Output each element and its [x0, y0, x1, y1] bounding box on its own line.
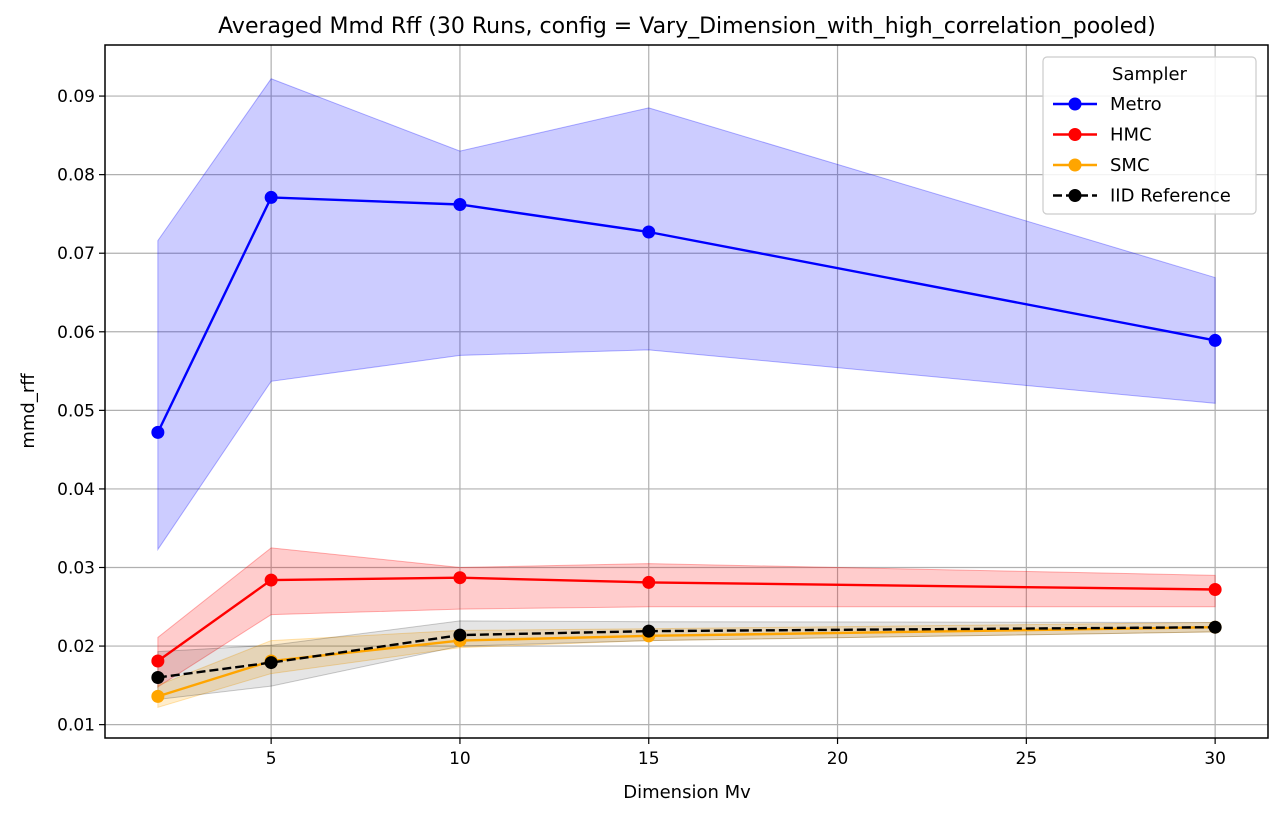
legend-marker-hmc	[1068, 128, 1082, 141]
y-axis-label: mmd_rff	[18, 373, 39, 449]
data-point-iid-reference	[1208, 620, 1222, 634]
legend-label-metro: Metro	[1110, 94, 1162, 115]
data-point-metro	[264, 190, 278, 204]
band-hmc	[157, 547, 1216, 688]
legend-title: Sampler	[1112, 64, 1187, 85]
y-tick-label: 0.06	[57, 323, 95, 343]
data-point-hmc	[453, 571, 467, 585]
x-tick-label: 15	[638, 749, 660, 769]
y-tick-label: 0.02	[57, 637, 95, 657]
data-point-iid-reference	[453, 628, 467, 642]
y-tick-label: 0.03	[57, 559, 95, 579]
band-iid-reference	[157, 620, 1216, 701]
y-tick-label: 0.04	[57, 480, 95, 500]
x-tick-label: 5	[266, 749, 277, 769]
legend-marker-metro	[1068, 97, 1082, 111]
data-point-metro	[1208, 333, 1222, 347]
y-tick-label: 0.01	[57, 716, 95, 736]
legend-marker-smc	[1068, 158, 1082, 172]
data-point-hmc	[1208, 583, 1222, 596]
x-tick-label: 30	[1204, 749, 1226, 769]
x-tick-label: 20	[827, 749, 849, 769]
data-point-metro	[453, 198, 467, 211]
data-point-hmc	[642, 575, 656, 589]
data-point-smc	[151, 689, 165, 703]
data-point-iid-reference	[642, 624, 656, 638]
data-point-metro	[642, 225, 656, 239]
legend-label-iid-reference: IID Reference	[1110, 186, 1231, 207]
chart-title: Averaged Mmd Rff (30 Runs, config = Vary…	[218, 14, 1156, 39]
y-tick-label: 0.09	[57, 87, 95, 107]
band-metro	[157, 78, 1216, 552]
legend-box	[1042, 56, 1257, 215]
legend-label-hmc: HMC	[1110, 125, 1152, 146]
x-tick-label: 10	[449, 749, 471, 769]
legend: Sampler Metro HMC SMC IID Reference	[1042, 56, 1257, 215]
legend-marker-iid-reference	[1068, 189, 1082, 202]
data-point-metro	[151, 425, 165, 439]
axis-ticks: 5 10 15 20 25 30 0.01 0.02 0.03 0.04 0.05 0.06 0.07 0…	[57, 87, 1226, 769]
data-point-iid-reference	[264, 656, 278, 670]
x-tick-label: 25	[1016, 749, 1038, 769]
y-tick-label: 0.05	[57, 401, 95, 421]
y-tick-label: 0.07	[57, 244, 95, 264]
legend-label-smc: SMC	[1110, 155, 1150, 176]
data-point-hmc	[151, 654, 165, 668]
plot-frame	[104, 44, 1269, 739]
data-point-hmc	[264, 573, 278, 587]
y-tick-label: 0.08	[57, 166, 95, 186]
x-axis-label: Dimension Mv	[623, 782, 751, 803]
series-lines	[151, 190, 1222, 703]
data-point-iid-reference	[151, 671, 165, 684]
